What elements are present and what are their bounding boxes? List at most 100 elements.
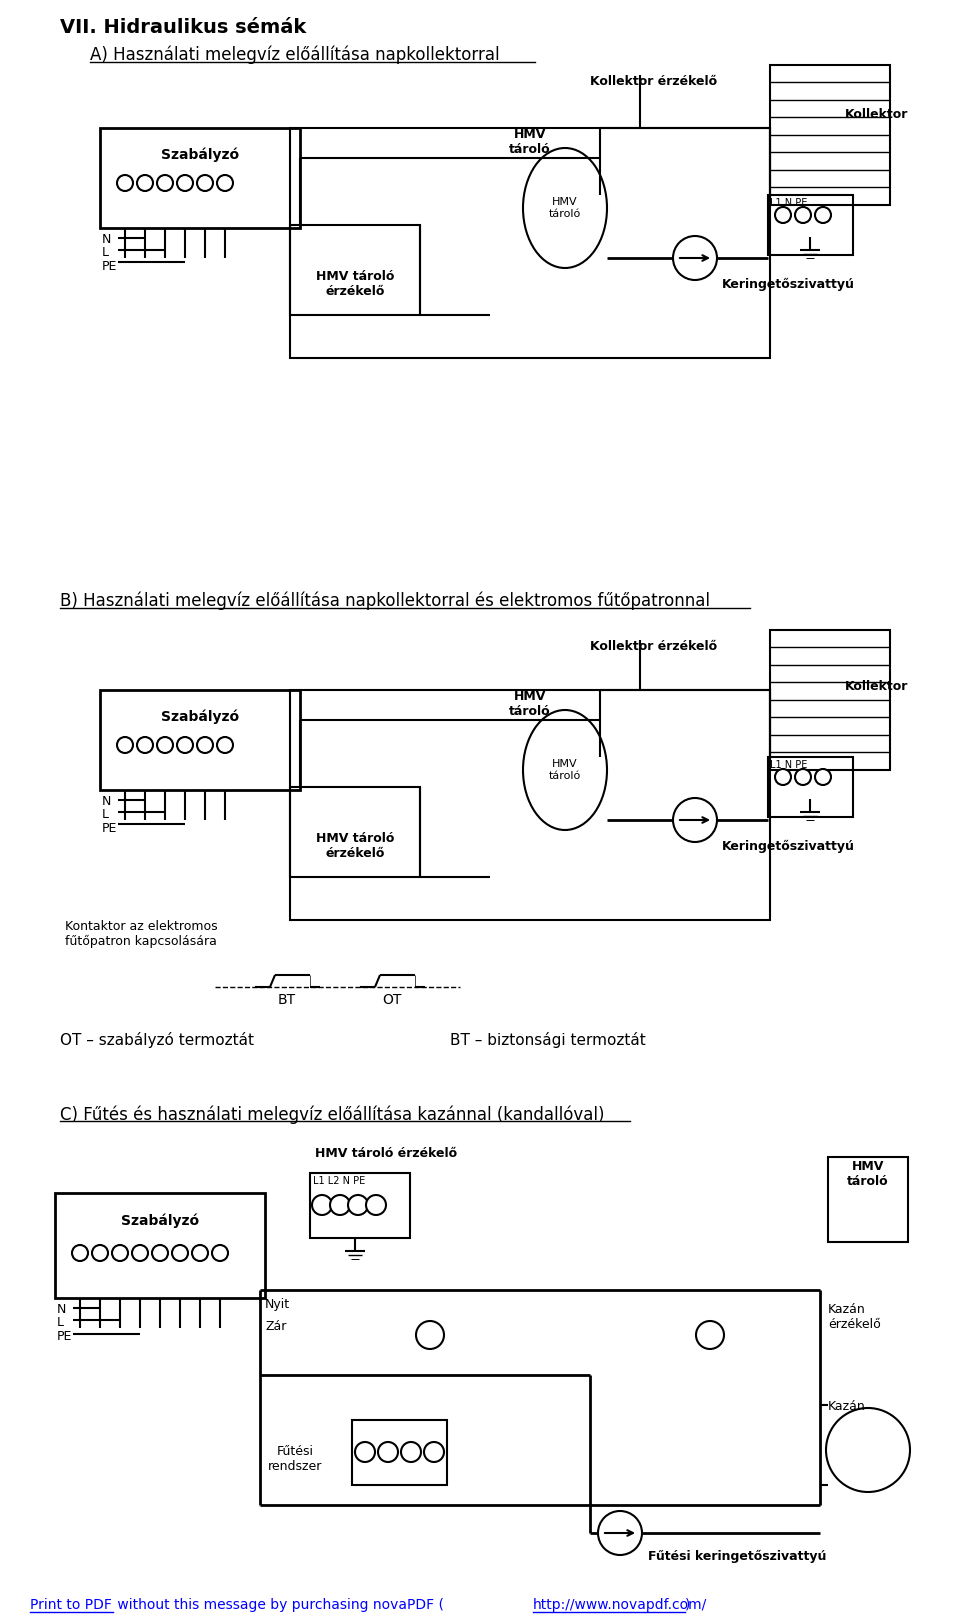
Text: HMV
tároló: HMV tároló xyxy=(509,128,551,156)
Text: PE: PE xyxy=(102,260,117,272)
Text: B) Használati melegvíz előállítása napkollektorral és elektromos fűtőpatronnal: B) Használati melegvíz előállítása napko… xyxy=(60,592,710,610)
Text: Kollektor érzékelő: Kollektor érzékelő xyxy=(590,75,717,88)
Circle shape xyxy=(775,208,791,222)
Text: HMV
tároló: HMV tároló xyxy=(509,689,551,719)
Text: Keringetőszivattyú: Keringetőszivattyú xyxy=(722,277,854,292)
Circle shape xyxy=(152,1246,168,1260)
Circle shape xyxy=(355,1442,375,1461)
Text: HMV
tároló: HMV tároló xyxy=(549,198,581,219)
Text: OT: OT xyxy=(382,993,401,1007)
Circle shape xyxy=(795,769,811,785)
Circle shape xyxy=(212,1246,228,1260)
Text: Print to PDF: Print to PDF xyxy=(30,1598,112,1612)
Circle shape xyxy=(157,175,173,191)
Text: Fűtési keringetőszivattyú: Fűtési keringetőszivattyú xyxy=(648,1551,827,1564)
Circle shape xyxy=(366,1195,386,1215)
Bar xyxy=(828,1156,908,1242)
Circle shape xyxy=(312,1195,332,1215)
Text: HMV tároló
érzékelő: HMV tároló érzékelő xyxy=(316,832,395,860)
Circle shape xyxy=(416,1320,444,1350)
Circle shape xyxy=(826,1408,910,1492)
Text: N: N xyxy=(102,234,111,247)
Circle shape xyxy=(117,175,133,191)
Text: Szabályzó: Szabályzó xyxy=(121,1213,199,1228)
Text: L1 N PE: L1 N PE xyxy=(770,761,807,770)
Text: N: N xyxy=(102,795,111,808)
Circle shape xyxy=(401,1442,421,1461)
Text: A) Használati melegvíz előállítása napkollektorral: A) Használati melegvíz előállítása napko… xyxy=(90,45,499,65)
Circle shape xyxy=(137,736,153,753)
Circle shape xyxy=(348,1195,368,1215)
Text: without this message by purchasing novaPDF (: without this message by purchasing novaP… xyxy=(113,1598,444,1612)
Circle shape xyxy=(815,208,831,222)
Text: HMV tároló
érzékelő: HMV tároló érzékelő xyxy=(316,269,395,298)
Text: Kontaktor az elektromos
fűtőpatron kapcsolására: Kontaktor az elektromos fűtőpatron kapcs… xyxy=(65,920,218,949)
Text: Kazán
érzékelő: Kazán érzékelő xyxy=(828,1302,880,1332)
Text: HMV
tároló: HMV tároló xyxy=(549,759,581,780)
Bar xyxy=(310,1173,410,1238)
Bar xyxy=(100,128,300,229)
Text: Keringetőszivattyú: Keringetőszivattyú xyxy=(722,840,854,853)
Circle shape xyxy=(197,736,213,753)
Text: Kollektor: Kollektor xyxy=(845,680,908,693)
Circle shape xyxy=(132,1246,148,1260)
Circle shape xyxy=(795,208,811,222)
Circle shape xyxy=(673,798,717,842)
Text: Nyit: Nyit xyxy=(265,1298,290,1311)
Circle shape xyxy=(378,1442,398,1461)
Text: OT – szabályzó termoztát: OT – szabályzó termoztát xyxy=(60,1032,254,1048)
Bar xyxy=(100,689,300,790)
Circle shape xyxy=(192,1246,208,1260)
Text: PE: PE xyxy=(57,1330,72,1343)
Text: C) Fűtés és használati melegvíz előállítása kazánnal (kandallóval): C) Fűtés és használati melegvíz előállít… xyxy=(60,1105,605,1124)
Bar xyxy=(770,65,890,204)
Text: HMV
tároló: HMV tároló xyxy=(847,1160,889,1187)
Bar xyxy=(55,1194,265,1298)
Bar xyxy=(290,225,420,315)
Text: VII. Hidraulikus sémák: VII. Hidraulikus sémák xyxy=(60,18,306,37)
Circle shape xyxy=(112,1246,128,1260)
Circle shape xyxy=(217,175,233,191)
Circle shape xyxy=(117,736,133,753)
Circle shape xyxy=(775,769,791,785)
Circle shape xyxy=(424,1442,444,1461)
Circle shape xyxy=(673,235,717,281)
Text: ): ) xyxy=(685,1598,690,1612)
Text: N: N xyxy=(57,1302,66,1315)
Text: HMV tároló érzékelő: HMV tároló érzékelő xyxy=(315,1147,457,1160)
Circle shape xyxy=(696,1320,724,1350)
Bar xyxy=(290,787,420,878)
Text: http://www.novapdf.com/: http://www.novapdf.com/ xyxy=(533,1598,708,1612)
Text: L: L xyxy=(102,247,109,260)
Text: L: L xyxy=(102,808,109,821)
Bar xyxy=(290,689,770,920)
Text: L1 L2 N PE: L1 L2 N PE xyxy=(313,1176,365,1186)
Circle shape xyxy=(177,736,193,753)
Circle shape xyxy=(172,1246,188,1260)
Circle shape xyxy=(177,175,193,191)
Text: PE: PE xyxy=(102,822,117,835)
Text: L: L xyxy=(57,1315,64,1328)
Bar xyxy=(768,195,853,255)
Text: Zár: Zár xyxy=(265,1320,286,1333)
Text: BT: BT xyxy=(278,993,296,1007)
Circle shape xyxy=(157,736,173,753)
Ellipse shape xyxy=(523,148,607,268)
Ellipse shape xyxy=(523,710,607,830)
Text: BT – biztonsági termoztát: BT – biztonsági termoztát xyxy=(450,1032,646,1048)
Circle shape xyxy=(815,769,831,785)
Bar xyxy=(290,128,770,358)
Text: Szabályzó: Szabályzó xyxy=(161,710,239,725)
Text: Kollektor érzékelő: Kollektor érzékelő xyxy=(590,641,717,654)
Bar xyxy=(352,1419,447,1486)
Circle shape xyxy=(72,1246,88,1260)
Bar xyxy=(770,629,890,770)
Circle shape xyxy=(330,1195,350,1215)
Circle shape xyxy=(137,175,153,191)
Bar xyxy=(768,757,853,817)
Circle shape xyxy=(598,1512,642,1555)
Text: Kollektor: Kollektor xyxy=(845,109,908,122)
Text: L1 N PE: L1 N PE xyxy=(770,198,807,208)
Circle shape xyxy=(92,1246,108,1260)
Text: Kazán: Kazán xyxy=(828,1400,866,1413)
